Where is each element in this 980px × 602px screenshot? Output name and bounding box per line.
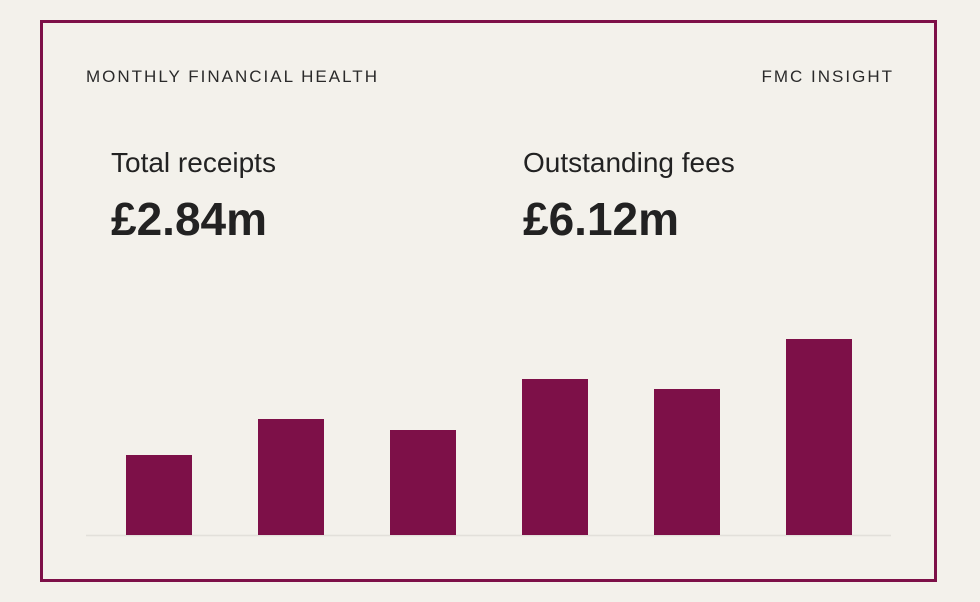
chart-bar-6: [786, 339, 852, 535]
card-title: MONTHLY FINANCIAL HEALTH: [86, 67, 379, 86]
chart-bar-5: [654, 389, 720, 535]
brand-label: FMC INSIGHT: [761, 67, 894, 86]
chart-bar-4: [522, 379, 588, 535]
kpi-label: Total receipts: [111, 147, 276, 178]
chart-bar-1: [126, 455, 192, 535]
bar-chart: [86, 339, 891, 537]
kpi-outstanding-fees: Outstanding fees £6.12m: [523, 147, 735, 247]
kpi-value: £2.84m: [111, 193, 268, 245]
financial-health-card: MONTHLY FINANCIAL HEALTH FMC INSIGHT Tot…: [40, 20, 937, 582]
chart-bar-2: [258, 419, 324, 535]
chart-bar-3: [390, 430, 456, 535]
kpi-value: £6.12m: [523, 193, 680, 245]
kpi-total-receipts: Total receipts £2.84m: [111, 147, 276, 247]
kpi-label: Outstanding fees: [523, 147, 735, 178]
